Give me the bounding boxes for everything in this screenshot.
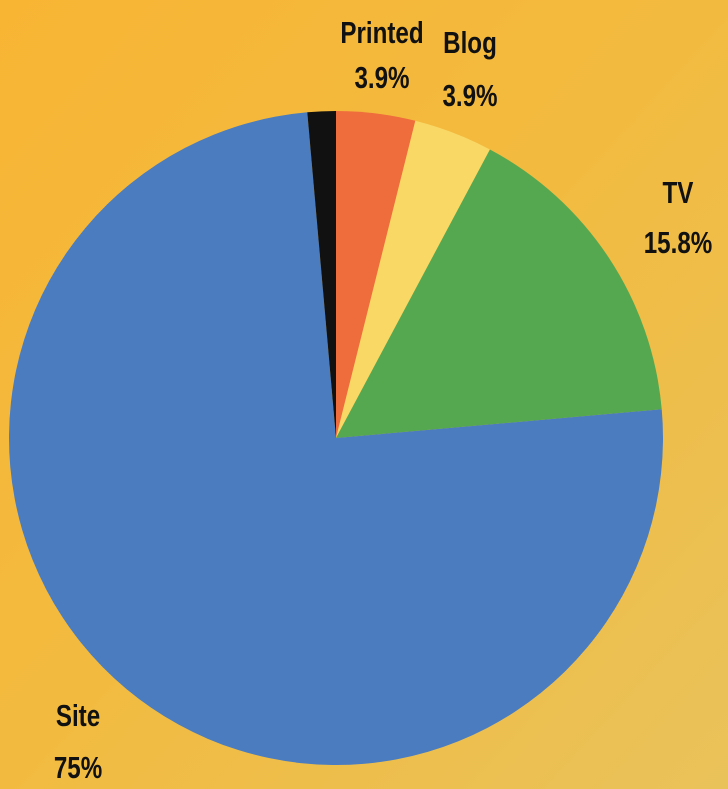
slice-label: Site [56, 698, 100, 733]
value-label: 15.8% [644, 225, 713, 260]
value-label: 3.9% [354, 60, 409, 95]
slice-label: Printed [340, 15, 423, 50]
value-label: 3.9% [442, 78, 497, 113]
page: Printed3.9%Blog3.9%TV15.8%Site75% (() =>… [0, 0, 728, 789]
value-label: 75% [54, 750, 102, 785]
slice-label: TV [663, 175, 694, 210]
chart: Printed 3.9% Blog 3.9% TV 15.8% Site 75% [0, 0, 728, 789]
slice-label: Blog [443, 25, 497, 60]
